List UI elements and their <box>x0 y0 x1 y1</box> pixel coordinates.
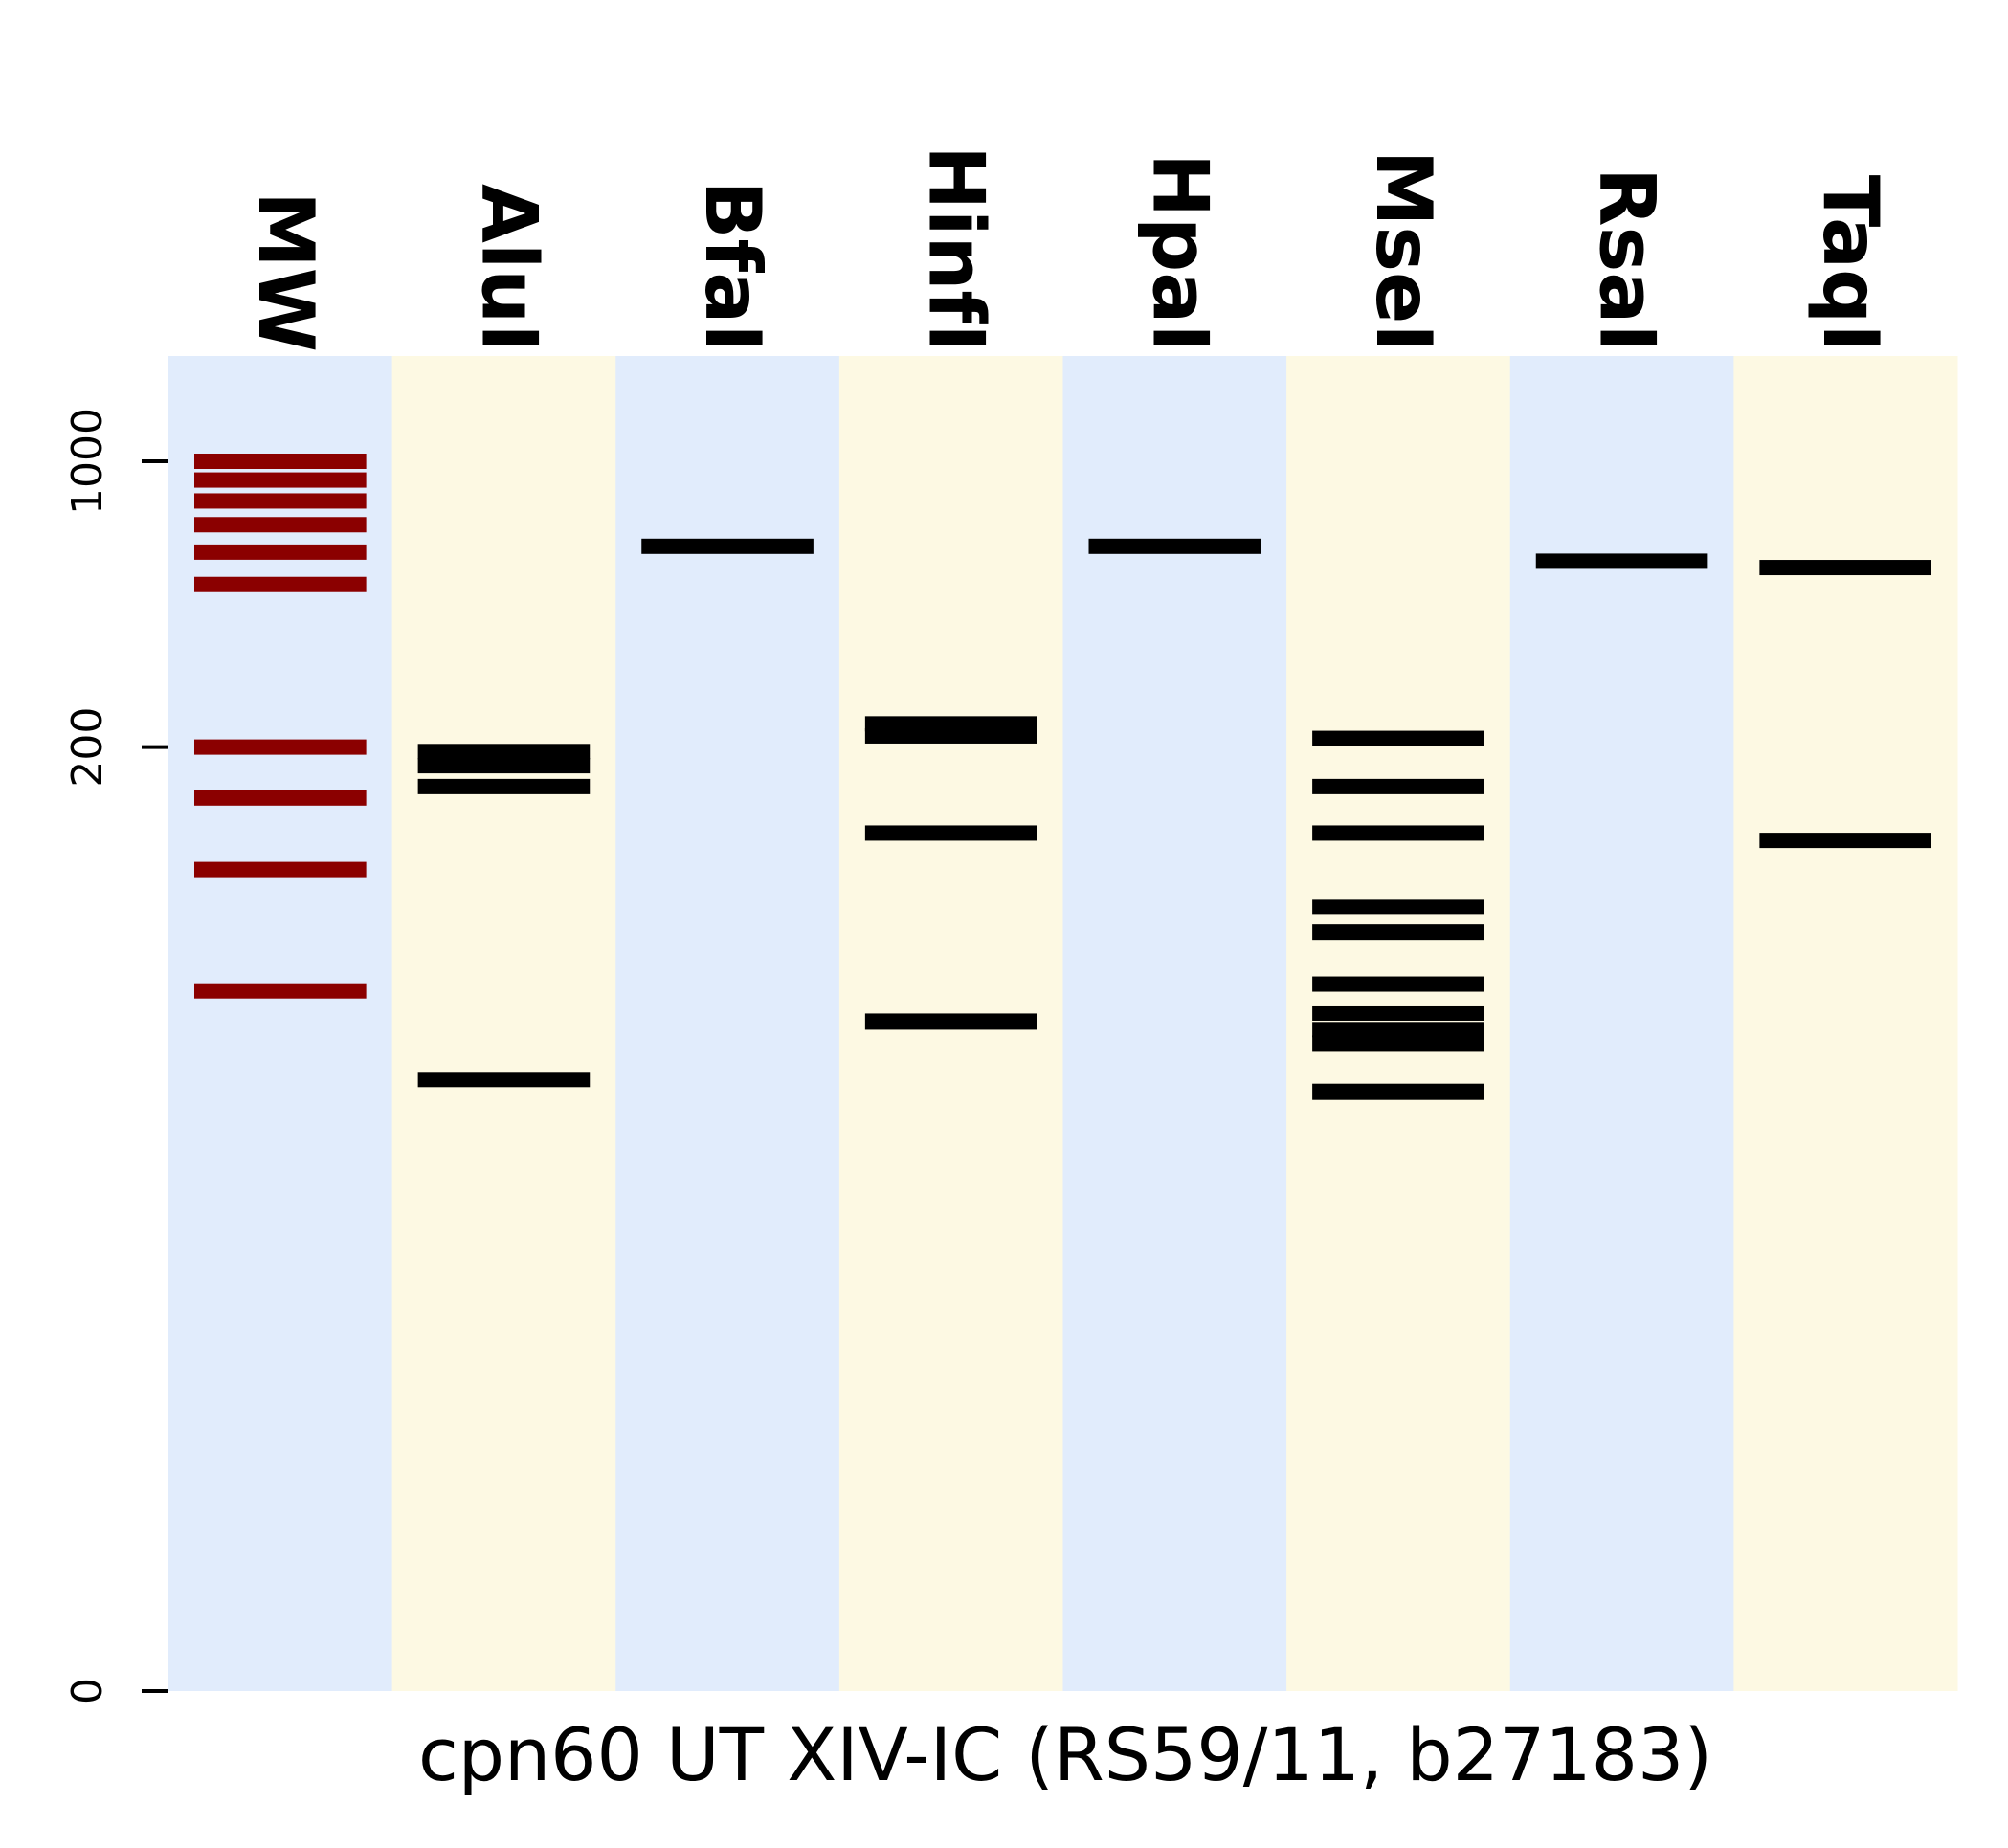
y-tick-label-2: 1000 <box>63 408 112 515</box>
x-axis-label: cpn60 UT XIV-IC (RS59/11, b27183) <box>418 1712 1712 1797</box>
band-mw-0 <box>194 454 367 469</box>
band-alui-2 <box>417 778 591 794</box>
band-mw-5 <box>194 576 367 592</box>
band-msei-0 <box>1312 730 1484 746</box>
band-mw-3 <box>194 517 367 533</box>
band-msei-9 <box>1312 1083 1484 1100</box>
band-msei-8 <box>1312 1035 1484 1052</box>
lane-label-hinfi: HinfI <box>912 145 1001 352</box>
lane-alui-background <box>391 356 616 1691</box>
band-mw-1 <box>194 472 367 488</box>
band-alui-3 <box>417 1072 591 1088</box>
band-hinfi-1 <box>864 727 1037 744</box>
band-hinfi-0 <box>864 716 1037 732</box>
band-hinfi-2 <box>864 825 1037 841</box>
band-msei-4 <box>1312 924 1484 941</box>
lane-taqi-background <box>1733 356 1958 1691</box>
lane-label-msei: MseI <box>1359 150 1448 352</box>
band-bfai-0 <box>641 538 814 554</box>
band-mw-9 <box>194 983 367 999</box>
band-alui-1 <box>417 758 591 774</box>
band-msei-5 <box>1312 976 1484 992</box>
band-msei-1 <box>1312 778 1484 794</box>
band-msei-7 <box>1312 1022 1484 1038</box>
band-mw-8 <box>194 861 367 878</box>
y-tick-label-1: 200 <box>63 707 112 788</box>
lane-label-hpai: HpaI <box>1135 153 1224 352</box>
lane-bfai-background <box>615 356 840 1691</box>
band-msei-6 <box>1312 1005 1484 1021</box>
band-hpai-0 <box>1088 538 1261 554</box>
band-taqi-0 <box>1759 560 1931 576</box>
lane-label-bfai: BfaI <box>688 180 777 352</box>
band-taqi-1 <box>1759 833 1931 849</box>
band-mw-4 <box>194 544 367 560</box>
lane-rsai-background <box>1509 356 1734 1691</box>
band-alui-0 <box>417 744 591 760</box>
band-msei-2 <box>1312 825 1484 841</box>
band-rsai-0 <box>1535 553 1708 569</box>
lane-hpai-background <box>1062 356 1287 1691</box>
band-mw-7 <box>194 790 367 806</box>
band-mw-6 <box>194 739 367 755</box>
lane-label-taqi: TaqI <box>1806 175 1895 352</box>
lane-label-mw: MW <box>241 191 330 352</box>
band-hinfi-3 <box>864 1013 1037 1030</box>
band-msei-3 <box>1312 899 1484 915</box>
y-tick-label-0: 0 <box>63 1678 112 1704</box>
lane-label-rsai: RsaI <box>1583 167 1672 352</box>
lane-label-alui: AluI <box>464 184 553 352</box>
band-mw-2 <box>194 493 367 509</box>
